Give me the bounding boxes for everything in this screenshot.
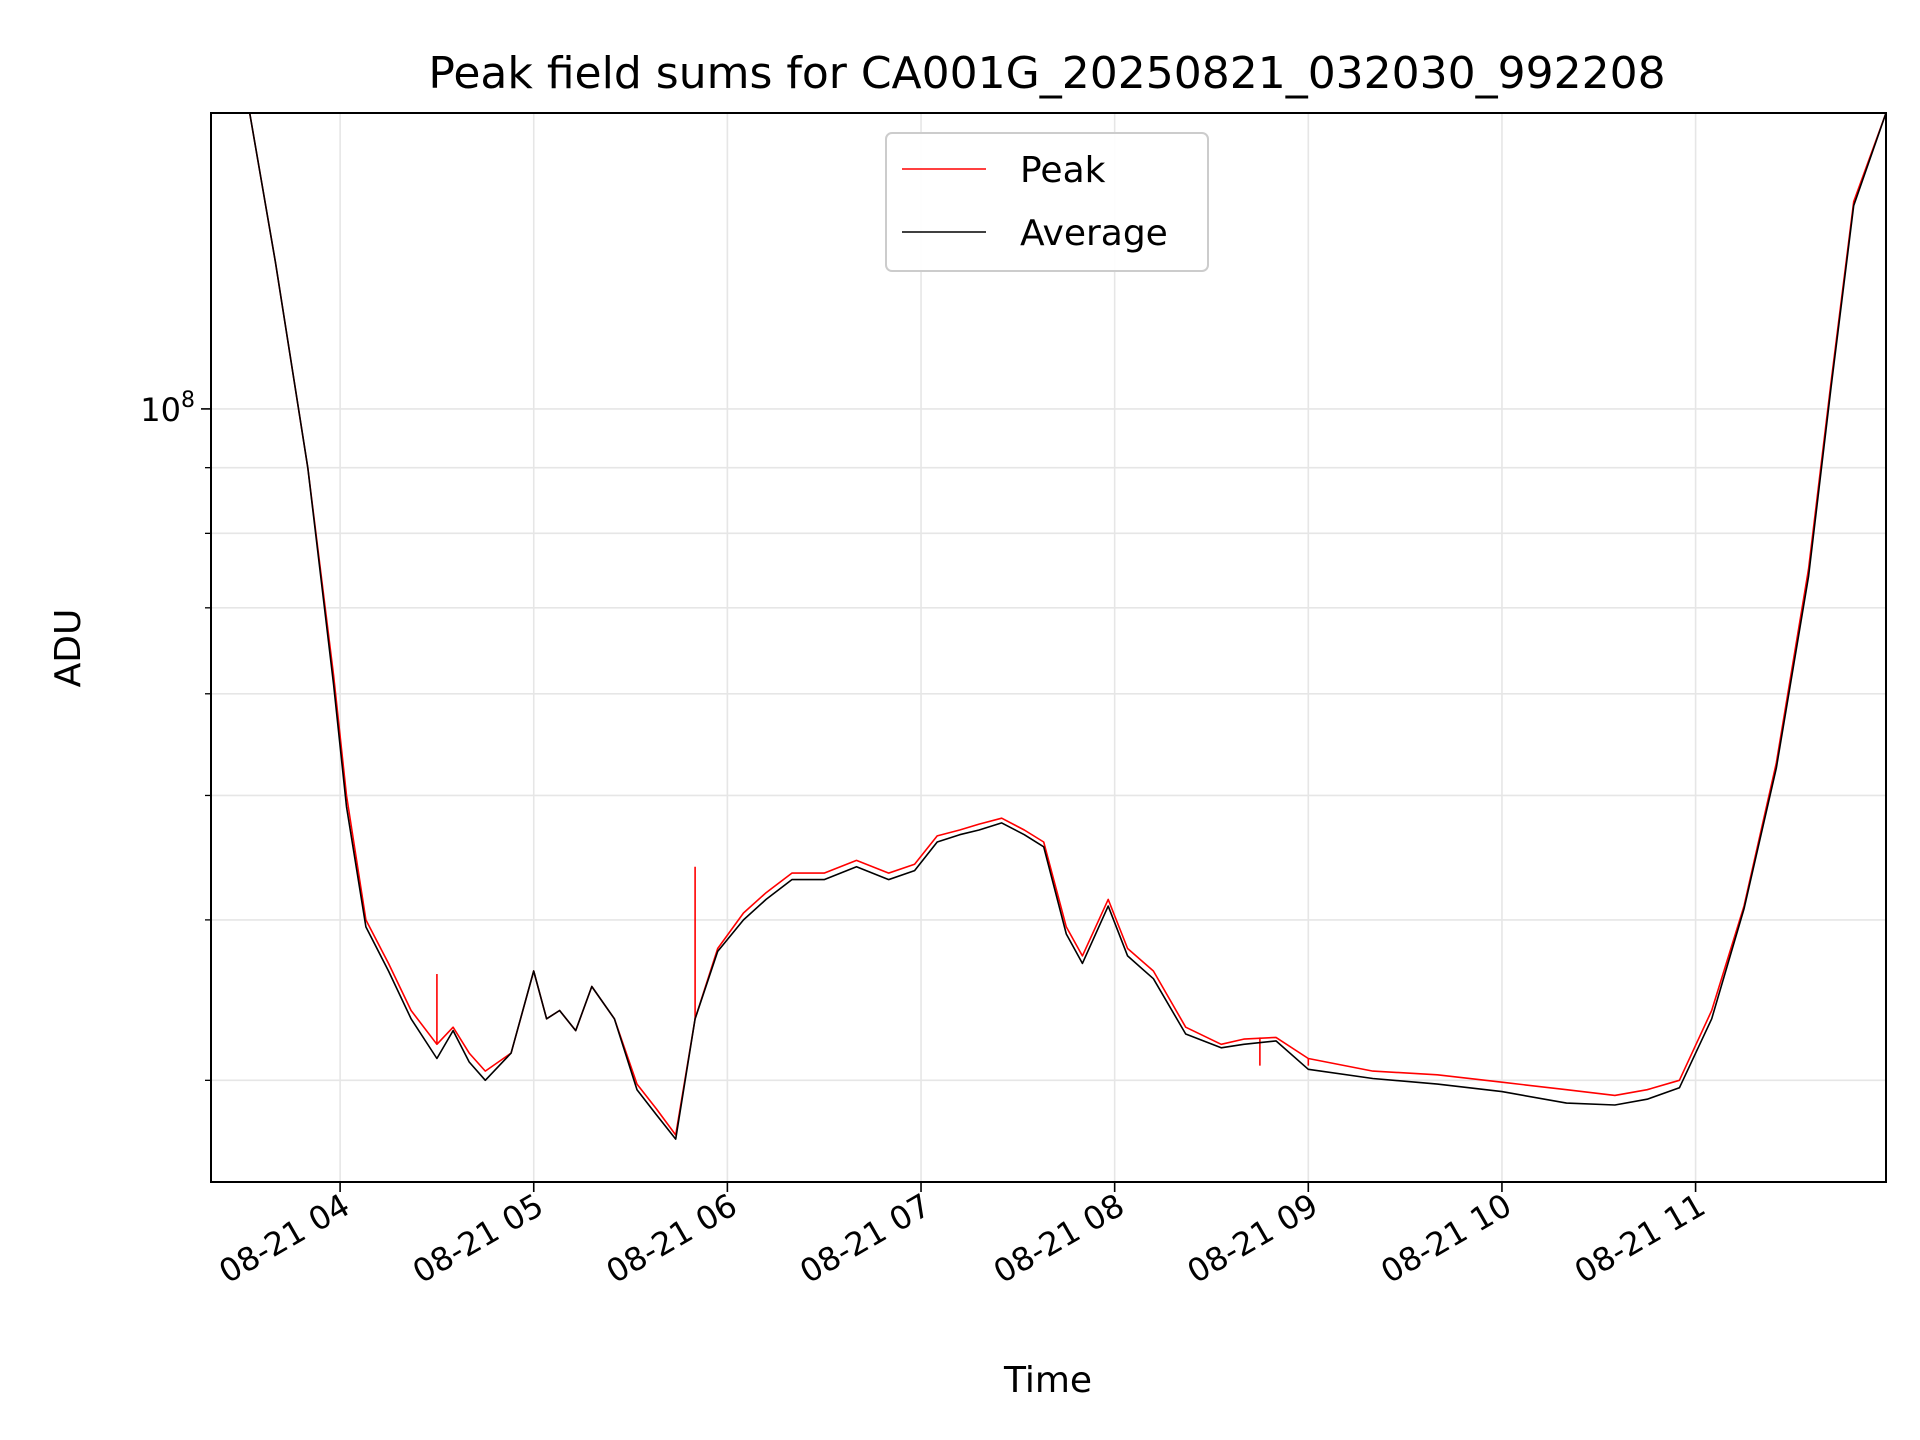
chart-title: Peak field sums for CA001G_20250821_0320… xyxy=(428,48,1665,99)
series-line-peak xyxy=(211,113,1886,1136)
grid xyxy=(211,113,1886,1182)
legend-box xyxy=(885,132,1209,272)
y-axis-label: ADU xyxy=(48,609,89,688)
legend-peak-label: Peak xyxy=(1020,150,1106,191)
legend-average-label: Average xyxy=(1020,213,1168,254)
series-line-average xyxy=(211,113,1886,1140)
plot-frame xyxy=(210,112,1887,1183)
y-tick-label: 108 xyxy=(140,388,195,429)
legend: Peak Average xyxy=(885,132,1209,272)
plot-area xyxy=(211,113,1886,1140)
x-axis-label: Time xyxy=(1003,1360,1092,1401)
